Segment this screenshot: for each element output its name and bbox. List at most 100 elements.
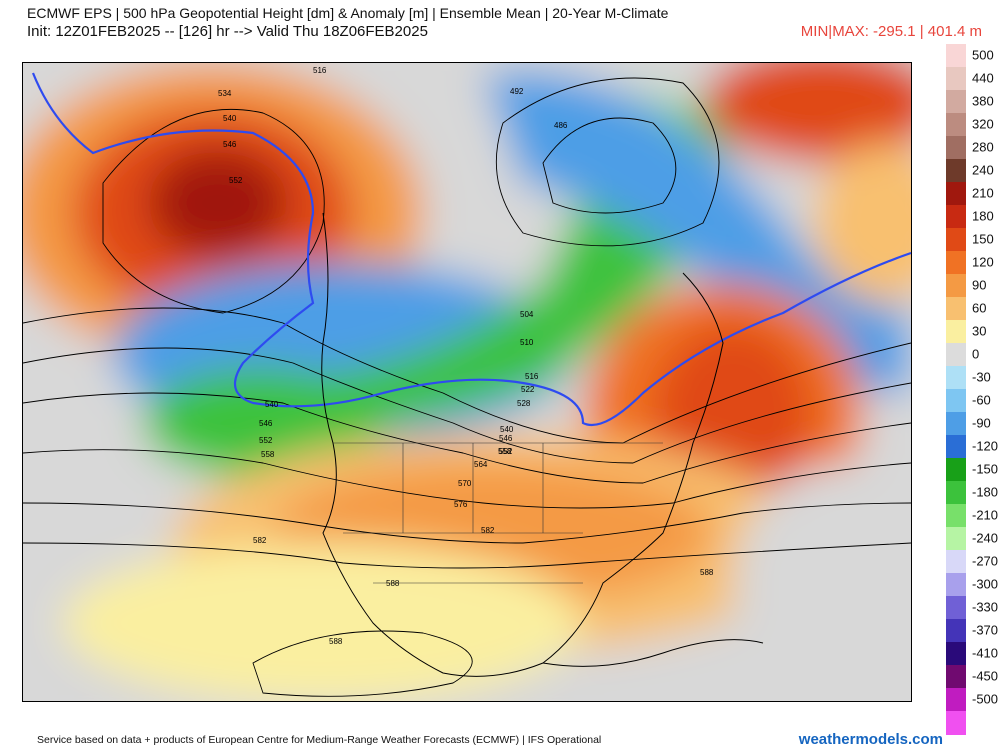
contour-label: 516 bbox=[313, 66, 327, 75]
colorbar-label: -30 bbox=[972, 369, 991, 385]
contour-label: 552 bbox=[499, 447, 513, 456]
anomaly-shading bbox=[23, 63, 911, 701]
contour-label: 546 bbox=[499, 434, 513, 443]
colorbar-label: 0 bbox=[972, 346, 980, 362]
contour-label: 570 bbox=[458, 479, 472, 488]
colorbar-swatch bbox=[946, 504, 966, 528]
contour-label: 552 bbox=[229, 176, 243, 185]
colorbar-label: 90 bbox=[972, 277, 987, 293]
colorbar-swatch bbox=[946, 90, 966, 114]
colorbar-swatch bbox=[946, 251, 966, 275]
colorbar-swatch bbox=[946, 320, 966, 344]
colorbar-label: 240 bbox=[972, 162, 994, 178]
colorbar-label: -150 bbox=[972, 461, 999, 477]
colorbar-label: 500 bbox=[972, 47, 994, 63]
colorbar-label: -300 bbox=[972, 576, 999, 592]
colorbar-swatch bbox=[946, 642, 966, 666]
colorbar-swatch bbox=[946, 619, 966, 643]
contour-label: 546 bbox=[259, 419, 273, 428]
contour-label: 558 bbox=[261, 450, 275, 459]
colorbar-swatch bbox=[946, 550, 966, 574]
colorbar-label: 60 bbox=[972, 300, 987, 316]
colorbar-swatch bbox=[946, 435, 966, 459]
min-max-readout: MIN|MAX: -295.1 | 401.4 m bbox=[800, 23, 982, 40]
contour-label: 588 bbox=[329, 637, 343, 646]
colorbar-swatch bbox=[946, 573, 966, 597]
colorbar-label: -330 bbox=[972, 599, 999, 615]
colorbar-label: -370 bbox=[972, 622, 999, 638]
contour-label: 540 bbox=[265, 400, 279, 409]
colorbar-swatch bbox=[946, 596, 966, 620]
contour-label: 552 bbox=[259, 436, 273, 445]
colorbar-label: -210 bbox=[972, 507, 999, 523]
colorbar-label: -60 bbox=[972, 392, 991, 408]
colorbar-swatch bbox=[946, 366, 966, 390]
colorbar-swatch bbox=[946, 297, 966, 321]
colorbar-swatch bbox=[946, 711, 966, 735]
contour-label: 540 bbox=[223, 114, 237, 123]
colorbar-label: 150 bbox=[972, 231, 994, 247]
contour-label: 492 bbox=[510, 87, 524, 96]
colorbar-swatch bbox=[946, 228, 966, 252]
contour-label: 522 bbox=[521, 385, 535, 394]
colorbar-swatch bbox=[946, 113, 966, 137]
map-title: ECMWF EPS | 500 hPa Geopotential Height … bbox=[27, 5, 669, 21]
contour-label: 546 bbox=[223, 140, 237, 149]
contour-label: 534 bbox=[218, 89, 232, 98]
colorbar-swatch bbox=[946, 412, 966, 436]
contour-label: 510 bbox=[520, 338, 534, 347]
colorbar-label: -240 bbox=[972, 530, 999, 546]
contour-label: 576 bbox=[454, 500, 468, 509]
colorbar-swatch bbox=[946, 389, 966, 413]
colorbar-swatch bbox=[946, 665, 966, 689]
colorbar-swatch bbox=[946, 527, 966, 551]
contour-labels: 516 534 540 546 552 492 486 504 510 516 … bbox=[218, 66, 714, 646]
brand-link[interactable]: weathermodels.com bbox=[798, 731, 943, 748]
contour-label: 528 bbox=[517, 399, 531, 408]
colorbar-swatch bbox=[946, 136, 966, 160]
colorbar-label: 120 bbox=[972, 254, 994, 270]
colorbar-label: 210 bbox=[972, 185, 994, 201]
height-contours bbox=[23, 77, 911, 697]
data-credit: Service based on data + products of Euro… bbox=[37, 734, 602, 746]
contour-label: 540 bbox=[500, 425, 514, 434]
colorbar-label: 280 bbox=[972, 139, 994, 155]
contour-label: 588 bbox=[386, 579, 400, 588]
colorbar-label: -270 bbox=[972, 553, 999, 569]
colorbar-swatch bbox=[946, 67, 966, 91]
anomaly-map: 516 534 540 546 552 492 486 504 510 516 … bbox=[22, 62, 912, 702]
colorbar-swatch bbox=[946, 205, 966, 229]
colorbar-swatch bbox=[946, 44, 966, 68]
map-canvas: 516 534 540 546 552 492 486 504 510 516 … bbox=[23, 63, 911, 701]
contour-label: 504 bbox=[520, 310, 534, 319]
colorbar-label: -450 bbox=[972, 668, 999, 684]
colorbar: 500 440 380 320 280 240 210 180 150 120 90 60 30 0 -30… bbox=[946, 44, 998, 735]
coastlines bbox=[321, 212, 764, 677]
colorbar-label: -410 bbox=[972, 645, 999, 661]
colorbar-label: 380 bbox=[972, 93, 994, 109]
contour-label: 558 bbox=[498, 447, 512, 456]
colorbar-label: 30 bbox=[972, 323, 987, 339]
contour-label: 486 bbox=[554, 121, 568, 130]
political-borders bbox=[333, 442, 663, 584]
init-valid-time: Init: 12Z01FEB2025 -- [126] hr --> Valid… bbox=[27, 23, 428, 40]
colorbar-swatch bbox=[946, 458, 966, 482]
colorbar-swatch bbox=[946, 343, 966, 367]
colorbar-label: 440 bbox=[972, 70, 994, 86]
contour-label: 582 bbox=[481, 526, 495, 535]
colorbar-label: -120 bbox=[972, 438, 999, 454]
colorbar-label: -180 bbox=[972, 484, 999, 500]
colorbar-swatch bbox=[946, 274, 966, 298]
contour-label: 588 bbox=[700, 568, 714, 577]
colorbar-label: -90 bbox=[972, 415, 991, 431]
colorbar-label: 320 bbox=[972, 116, 994, 132]
contour-label: 582 bbox=[253, 536, 267, 545]
colorbar-swatch bbox=[946, 182, 966, 206]
contour-label: 564 bbox=[474, 460, 488, 469]
colorbar-swatch bbox=[946, 159, 966, 183]
colorbar-swatch bbox=[946, 481, 966, 505]
reference-height-contour bbox=[31, 72, 911, 427]
colorbar-swatch bbox=[946, 688, 966, 712]
contour-label: 516 bbox=[525, 372, 539, 381]
colorbar-label: 180 bbox=[972, 208, 994, 224]
